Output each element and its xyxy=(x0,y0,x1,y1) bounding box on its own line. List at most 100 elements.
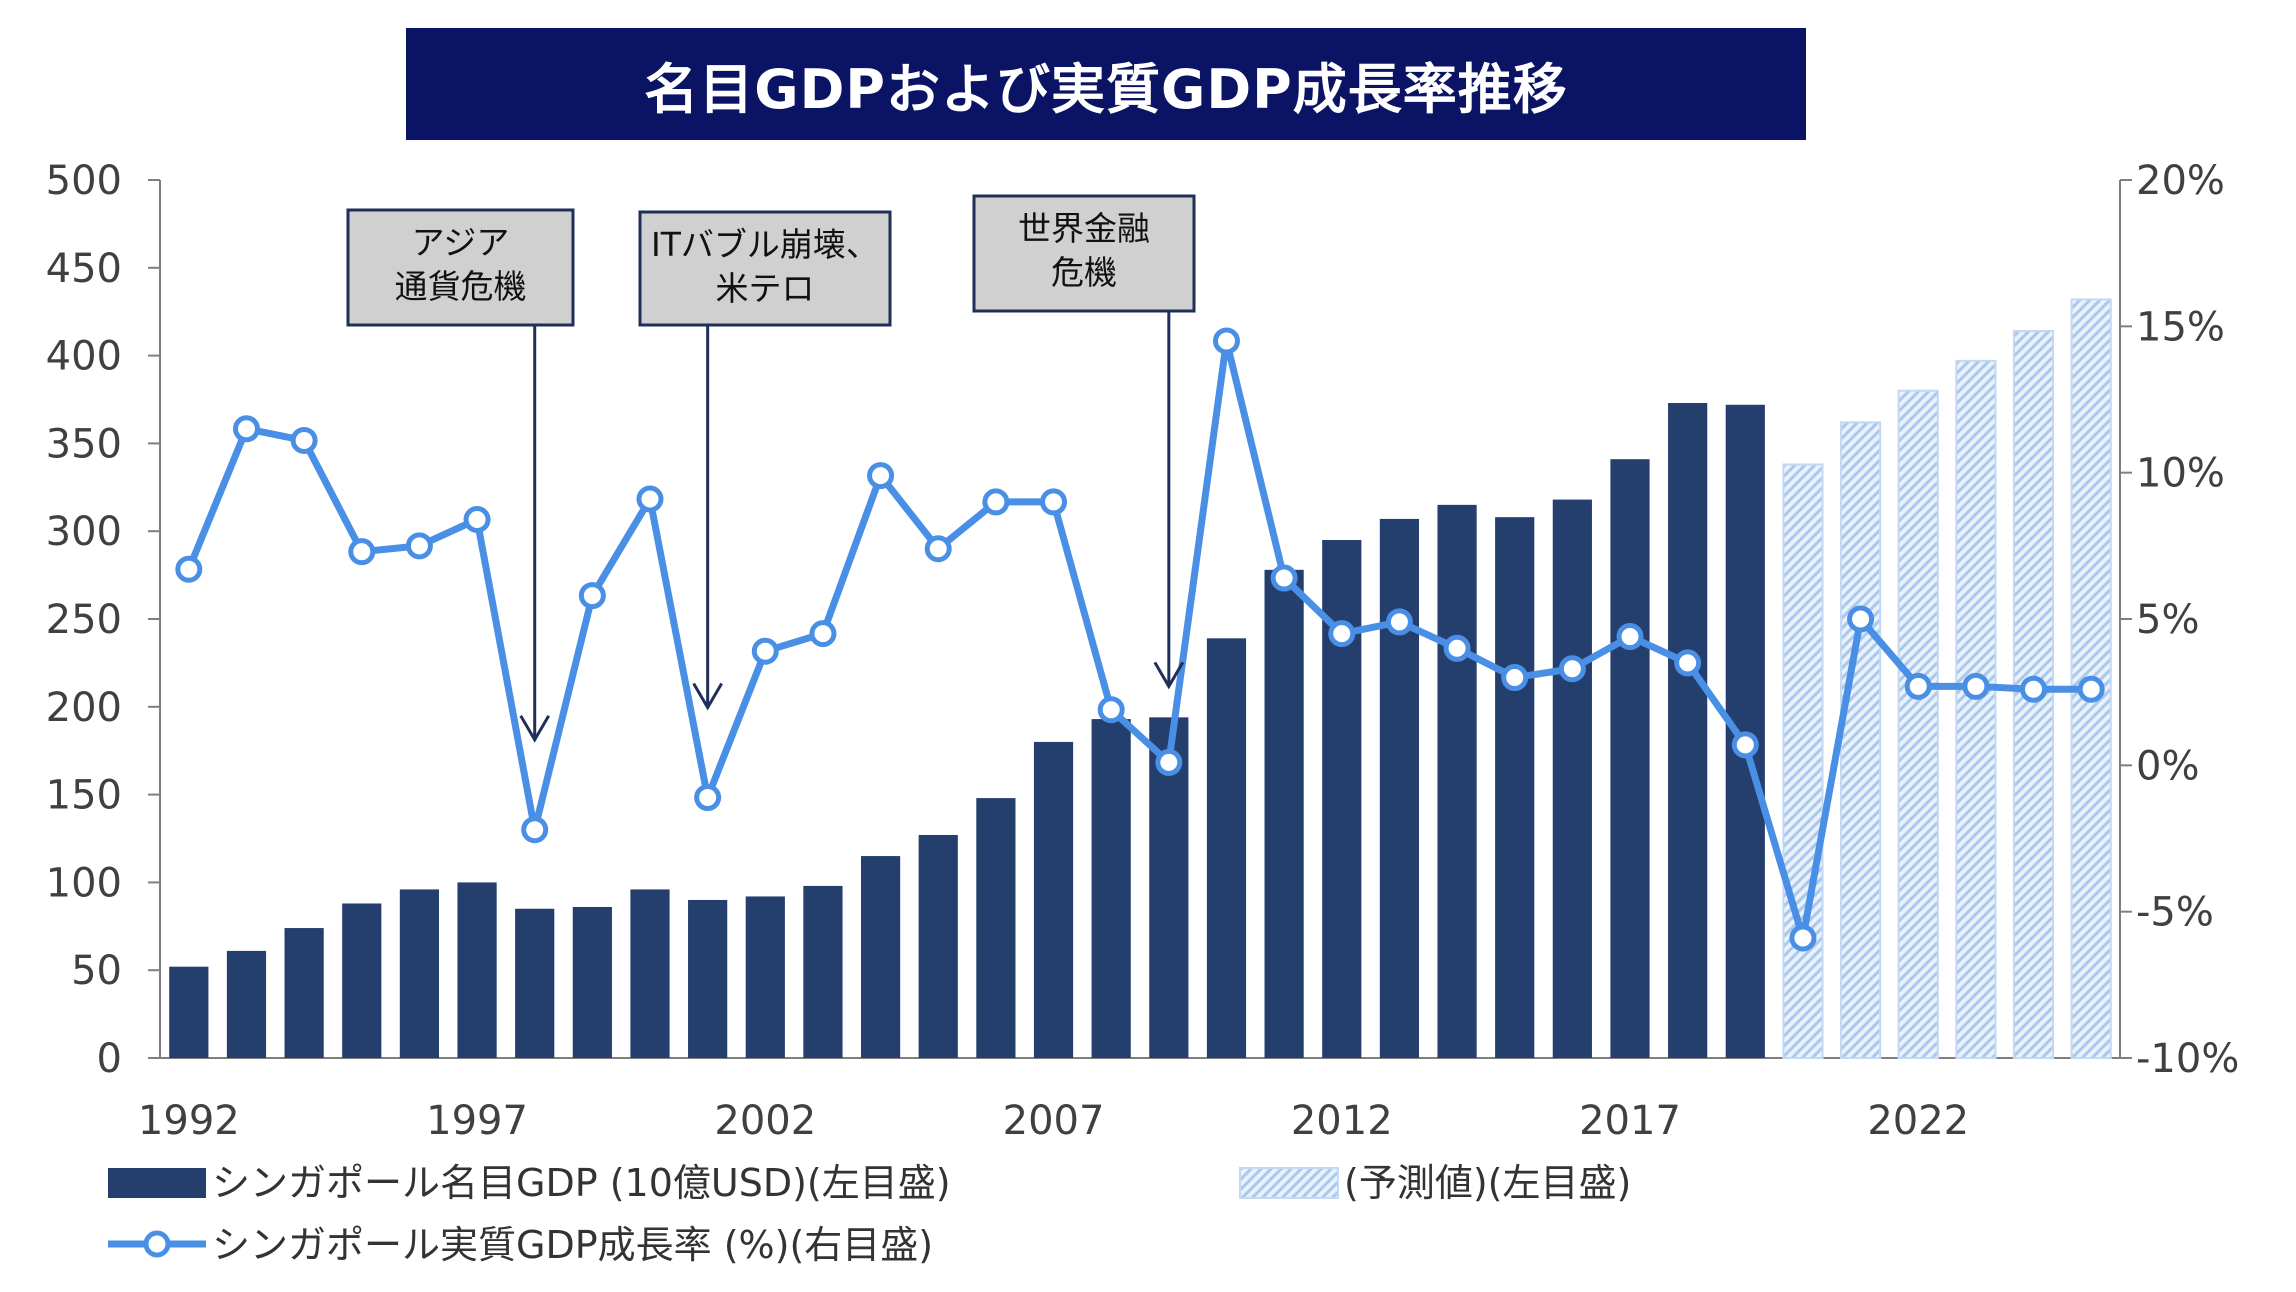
gdp-bar-1993 xyxy=(226,950,267,1058)
left-tick-label: 0 xyxy=(97,1036,122,1082)
gdp-bar-2011 xyxy=(1264,569,1304,1058)
left-tick-label: 250 xyxy=(46,597,122,643)
annotation-label: 世界金融 xyxy=(1018,209,1150,248)
growth-point-1997 xyxy=(463,505,491,533)
annotation-box xyxy=(972,194,1196,313)
x-tick-label: 1992 xyxy=(138,1098,240,1144)
gdp-bar-2018 xyxy=(1668,403,1708,1059)
annotation-arrow-head xyxy=(519,714,551,743)
legend: シンガポール名目GDP (10億USD)(左目盛) (予測値)(左目盛) シンガポー… xyxy=(108,1161,1631,1267)
x-tick-label: 2012 xyxy=(1291,1098,1393,1144)
x-tick-label: 2022 xyxy=(1867,1098,1969,1144)
annotation-arrow-head xyxy=(692,682,723,711)
annotation-box xyxy=(638,210,892,327)
gdp-bar-2017 xyxy=(1610,459,1650,1059)
x-tick-label: 1997 xyxy=(426,1098,528,1144)
growth-point-2018 xyxy=(1674,649,1702,677)
left-tick-label: 200 xyxy=(46,685,122,731)
gdp-bar-1996 xyxy=(399,889,440,1058)
gdp-bar-1992 xyxy=(169,966,209,1058)
gdp-bar-2004 xyxy=(860,856,901,1058)
legend-label-growth: シンガポール実質GDP成長率 (%)(右目盛) xyxy=(212,1223,933,1267)
right-tick-label: -10% xyxy=(2136,1036,2239,1082)
growth-point-1993 xyxy=(232,415,260,443)
growth-point-2025 xyxy=(2077,675,2105,703)
gdp-bar-2000 xyxy=(630,889,670,1058)
growth-point-2012 xyxy=(1328,620,1356,648)
growth-point-2011 xyxy=(1270,564,1298,592)
growth-point-2013 xyxy=(1385,608,1413,636)
gdp-bar-2016 xyxy=(1552,499,1592,1058)
x-tick-label: 2017 xyxy=(1579,1098,1681,1144)
legend-swatch-forecast xyxy=(1239,1167,1339,1199)
right-tick-label: 5% xyxy=(2136,597,2199,643)
growth-rate-line xyxy=(185,337,2092,942)
right-tick-label: 15% xyxy=(2136,304,2225,350)
legend-label-forecast: (予測値)(左目盛) xyxy=(1344,1161,1631,1205)
annotation-arrow-head xyxy=(1153,661,1185,690)
x-tick-label: 2002 xyxy=(714,1098,816,1144)
growth-point-2020 xyxy=(1789,924,1817,952)
left-tick-label: 350 xyxy=(46,421,122,467)
forecast-bar-2021 xyxy=(1839,421,1882,1059)
gdp-bar-2005 xyxy=(918,834,958,1058)
gdp-bar-2003 xyxy=(803,885,843,1058)
annotation-label: ITバブル崩壊、 xyxy=(651,225,879,264)
forecast-bar-2023 xyxy=(1955,359,1997,1060)
right-tick-label: 0% xyxy=(2136,743,2199,789)
gdp-bar-2014 xyxy=(1437,504,1477,1058)
gdp-bar-2007 xyxy=(1033,741,1074,1058)
growth-point-2006 xyxy=(982,488,1010,516)
annotation-label: 通貨危機 xyxy=(395,267,527,306)
gdp-bar-1995 xyxy=(342,903,382,1058)
annotation-callout: ITバブル崩壊、米テロ xyxy=(638,210,892,711)
growth-point-2022 xyxy=(1904,672,1932,700)
growth-point-2001 xyxy=(694,784,722,812)
gdp-bar-2001 xyxy=(688,899,728,1058)
annotation-box xyxy=(346,208,575,327)
left-tick-label: 500 xyxy=(46,158,122,204)
left-tick-label: 50 xyxy=(71,948,122,994)
growth-point-1998 xyxy=(521,816,549,844)
gdp-bar-1999 xyxy=(572,906,612,1058)
legend-label-gdp: シンガポール名目GDP (10億USD)(左目盛) xyxy=(212,1161,951,1205)
growth-point-1994 xyxy=(290,426,318,454)
gdp-bar-2015 xyxy=(1495,517,1535,1058)
right-tick-label: 10% xyxy=(2136,451,2225,497)
growth-point-2021 xyxy=(1847,605,1875,633)
gdp-bar-2013 xyxy=(1379,518,1420,1058)
x-tick-label: 2007 xyxy=(1003,1098,1105,1144)
gdp-bar-1994 xyxy=(284,928,324,1058)
gdp-bar-1998 xyxy=(515,908,555,1058)
forecast-bar-2020 xyxy=(1782,463,1824,1059)
growth-point-1995 xyxy=(348,538,376,566)
growth-point-2002 xyxy=(751,637,779,665)
legend-swatch-gdp xyxy=(108,1168,206,1198)
growth-point-2004 xyxy=(867,462,895,490)
annotation-label: 危機 xyxy=(1051,253,1117,292)
gdp-bar-2010 xyxy=(1206,638,1247,1058)
axes: 0 50 100 150 200 250 300 350 400 450 500 -10% -5% 0% 5… xyxy=(46,158,2240,1144)
growth-point-2003 xyxy=(809,620,837,648)
growth-point-2007 xyxy=(1040,488,1068,516)
left-tick-label: 300 xyxy=(46,509,122,555)
growth-point-2024 xyxy=(2020,675,2048,703)
growth-point-1992 xyxy=(175,555,203,583)
growth-point-1999 xyxy=(578,582,606,610)
growth-point-2010 xyxy=(1212,327,1240,355)
growth-point-2019 xyxy=(1731,731,1759,759)
left-tick-label: 150 xyxy=(46,773,122,819)
left-tick-label: 400 xyxy=(46,334,122,380)
left-tick-label: 450 xyxy=(46,246,122,292)
growth-point-1996 xyxy=(405,532,433,560)
gdp-bar-2008 xyxy=(1091,719,1131,1058)
right-tick-label: -5% xyxy=(2136,890,2214,936)
chart-title: 名目GDPおよび実質GDP成長率推移 xyxy=(406,28,1806,140)
growth-line xyxy=(175,327,2105,952)
gdp-bar-1997 xyxy=(457,882,497,1058)
growth-point-2014 xyxy=(1443,634,1471,662)
